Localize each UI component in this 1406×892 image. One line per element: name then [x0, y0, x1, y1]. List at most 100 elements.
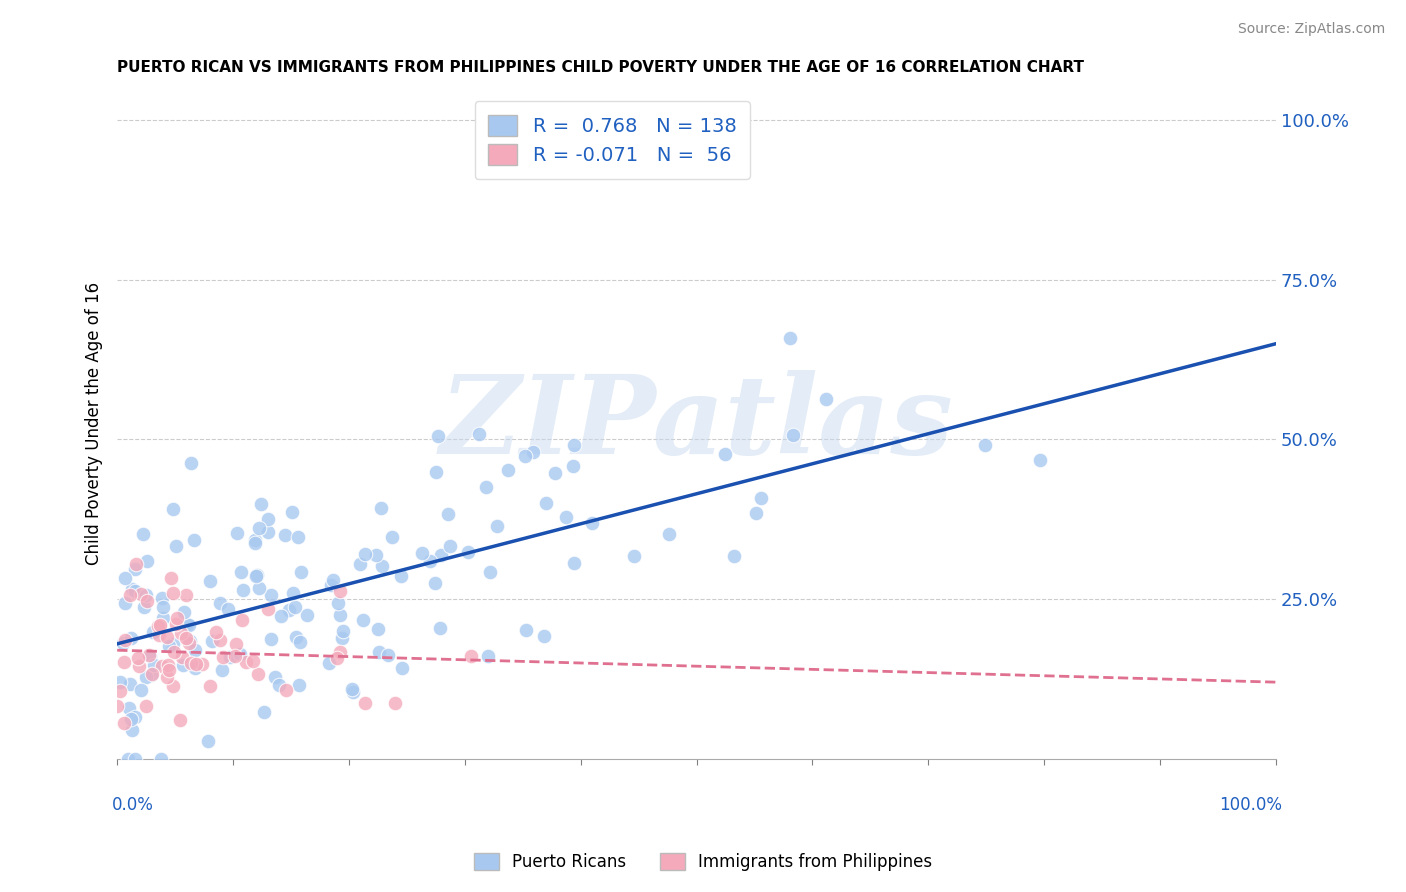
Point	[522, 445, 544, 459]
Point	[157, 640, 180, 654]
Point	[219, 650, 242, 665]
Point	[425, 465, 447, 479]
Point	[180, 656, 202, 670]
Point	[166, 610, 188, 624]
Point	[429, 621, 451, 635]
Point	[658, 527, 681, 541]
Point	[173, 605, 195, 619]
Point	[136, 594, 159, 608]
Text: 100.0%: 100.0%	[1219, 796, 1282, 814]
Point	[342, 685, 364, 699]
Point	[121, 582, 143, 596]
Point	[257, 512, 280, 526]
Text: PUERTO RICAN VS IMMIGRANTS FROM PHILIPPINES CHILD POVERTY UNDER THE AGE OF 16 CO: PUERTO RICAN VS IMMIGRANTS FROM PHILIPPI…	[117, 60, 1084, 75]
Point	[270, 609, 292, 624]
Text: 0.0%: 0.0%	[111, 796, 153, 814]
Point	[352, 613, 374, 627]
Point	[136, 554, 159, 568]
Point	[211, 649, 233, 664]
Point	[326, 596, 349, 610]
Point	[118, 701, 141, 715]
Point	[562, 458, 585, 473]
Point	[225, 637, 247, 651]
Point	[135, 698, 157, 713]
Point	[496, 463, 519, 477]
Point	[198, 574, 221, 588]
Point	[779, 331, 801, 345]
Point	[170, 625, 193, 640]
Point	[201, 634, 224, 648]
Text: ZIPatlas: ZIPatlas	[440, 370, 953, 477]
Point	[384, 696, 406, 710]
Point	[423, 575, 446, 590]
Point	[120, 676, 142, 690]
Point	[485, 519, 508, 533]
Point	[287, 530, 309, 544]
Point	[973, 438, 995, 452]
Text: Source: ZipAtlas.com: Source: ZipAtlas.com	[1237, 22, 1385, 37]
Point	[165, 539, 187, 553]
Point	[174, 587, 197, 601]
Point	[243, 535, 266, 549]
Point	[152, 611, 174, 625]
Point	[183, 533, 205, 548]
Point	[177, 635, 200, 649]
Point	[235, 655, 257, 669]
Point	[749, 491, 772, 505]
Point	[135, 588, 157, 602]
Point	[211, 664, 233, 678]
Point	[782, 427, 804, 442]
Point	[138, 648, 160, 663]
Legend: Puerto Ricans, Immigrants from Philippines: Puerto Ricans, Immigrants from Philippin…	[465, 845, 941, 880]
Point	[475, 480, 498, 494]
Point	[340, 682, 363, 697]
Point	[815, 392, 838, 406]
Point	[141, 668, 163, 682]
Point	[179, 618, 201, 632]
Point	[284, 630, 307, 644]
Point	[114, 571, 136, 585]
Point	[163, 645, 186, 659]
Point	[172, 657, 194, 672]
Point	[209, 596, 232, 610]
Point	[180, 457, 202, 471]
Point	[179, 634, 201, 648]
Point	[127, 651, 149, 665]
Point	[713, 447, 735, 461]
Point	[533, 629, 555, 643]
Point	[114, 596, 136, 610]
Point	[184, 660, 207, 674]
Point	[156, 630, 179, 644]
Point	[281, 505, 304, 519]
Point	[246, 667, 269, 681]
Point	[246, 568, 269, 582]
Point	[162, 679, 184, 693]
Point	[200, 679, 222, 693]
Point	[131, 586, 153, 600]
Point	[117, 752, 139, 766]
Point	[132, 527, 155, 541]
Legend: R =  0.768   N = 138, R = -0.071   N =  56: R = 0.768 N = 138, R = -0.071 N = 56	[475, 102, 751, 178]
Point	[257, 524, 280, 539]
Point	[138, 648, 160, 662]
Point	[460, 649, 482, 664]
Point	[426, 429, 449, 443]
Point	[149, 618, 172, 632]
Point	[391, 661, 413, 675]
Point	[419, 554, 441, 568]
Point	[110, 675, 132, 690]
Point	[264, 670, 287, 684]
Point	[329, 607, 352, 622]
Point	[112, 716, 135, 731]
Point	[457, 545, 479, 559]
Point	[120, 589, 142, 603]
Point	[120, 712, 142, 726]
Point	[245, 568, 267, 582]
Point	[437, 507, 460, 521]
Point	[208, 633, 231, 648]
Y-axis label: Child Poverty Under the Age of 16: Child Poverty Under the Age of 16	[86, 282, 103, 566]
Point	[135, 670, 157, 684]
Point	[257, 601, 280, 615]
Point	[354, 696, 377, 710]
Point	[132, 600, 155, 615]
